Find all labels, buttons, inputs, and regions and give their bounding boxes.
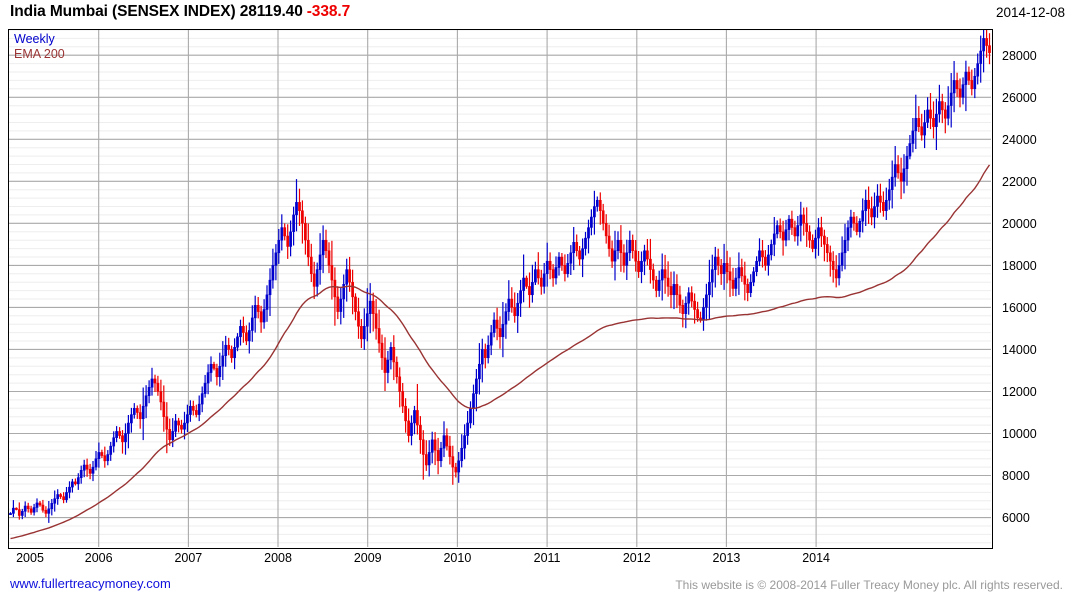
x-axis-tick-label: 2009 [353, 551, 382, 565]
plot-inner [9, 30, 992, 548]
y-axis-tick-label: 20000 [1002, 216, 1037, 231]
candles [9, 30, 991, 523]
chart-header: India Mumbai (SENSEX INDEX) 28119.40 -338… [0, 0, 1075, 28]
minor-gridlines [9, 30, 991, 544]
x-axis-tick-label: 2012 [622, 551, 651, 565]
y-axis-tick-label: 10000 [1002, 426, 1037, 441]
y-axis-tick-label: 18000 [1002, 258, 1037, 273]
site-url-link[interactable]: www.fullertreacymoney.com [10, 576, 171, 591]
x-axis-tick-label: 2010 [443, 551, 472, 565]
y-axis-tick-label: 14000 [1002, 342, 1037, 357]
chart-date: 2014-12-08 [995, 5, 1065, 20]
chart-legend: Weekly EMA 200 [14, 32, 65, 62]
y-axis-tick-label: 12000 [1002, 384, 1037, 399]
x-axis-tick-label: 2006 [84, 551, 113, 565]
legend-item-timeframe: Weekly [14, 32, 55, 46]
x-axis-tick-label: 2008 [264, 551, 292, 565]
x-axis-tick-label: 2011 [533, 551, 561, 565]
instrument-title: India Mumbai (SENSEX INDEX) 28119.40 [10, 3, 303, 20]
y-axis: 6000 8000 10000 12000 14000 16000 18000 20000 22… [996, 29, 1075, 549]
y-axis-tick-label: 6000 [1002, 510, 1030, 525]
price-change: -338.7 [306, 3, 351, 20]
y-axis-tick-label: 22000 [1002, 174, 1037, 189]
y-axis-tick-label: 24000 [1002, 132, 1037, 147]
candlestick-svg [9, 30, 991, 547]
chart-footer: www.fullertreacymoney.com This website i… [0, 576, 1075, 600]
x-axis-tick-label: 2014 [802, 551, 831, 565]
x-axis: 2005 2006 2007 2008 2009 2010 2011 2012 2013 2014 [8, 551, 993, 571]
x-axis-tick-label: 2013 [712, 551, 741, 565]
y-axis-tick-label: 16000 [1002, 300, 1037, 315]
legend-item-ema: EMA 200 [14, 47, 65, 61]
major-gridlines [9, 54, 991, 519]
ema-200-line [10, 164, 991, 540]
x-axis-tick-label: 2007 [174, 551, 203, 565]
page-title: India Mumbai (SENSEX INDEX) 28119.40 -338… [10, 3, 350, 21]
y-axis-tick-label: 26000 [1002, 90, 1037, 105]
copyright-notice: This website is © 2008-2014 Fuller Treac… [675, 578, 1063, 592]
y-axis-tick-label: 28000 [1002, 48, 1037, 63]
x-axis-tick-label: 2005 [16, 551, 44, 565]
y-axis-tick-label: 8000 [1002, 468, 1030, 483]
chart-plot-area[interactable]: Weekly EMA 200 [8, 29, 993, 549]
